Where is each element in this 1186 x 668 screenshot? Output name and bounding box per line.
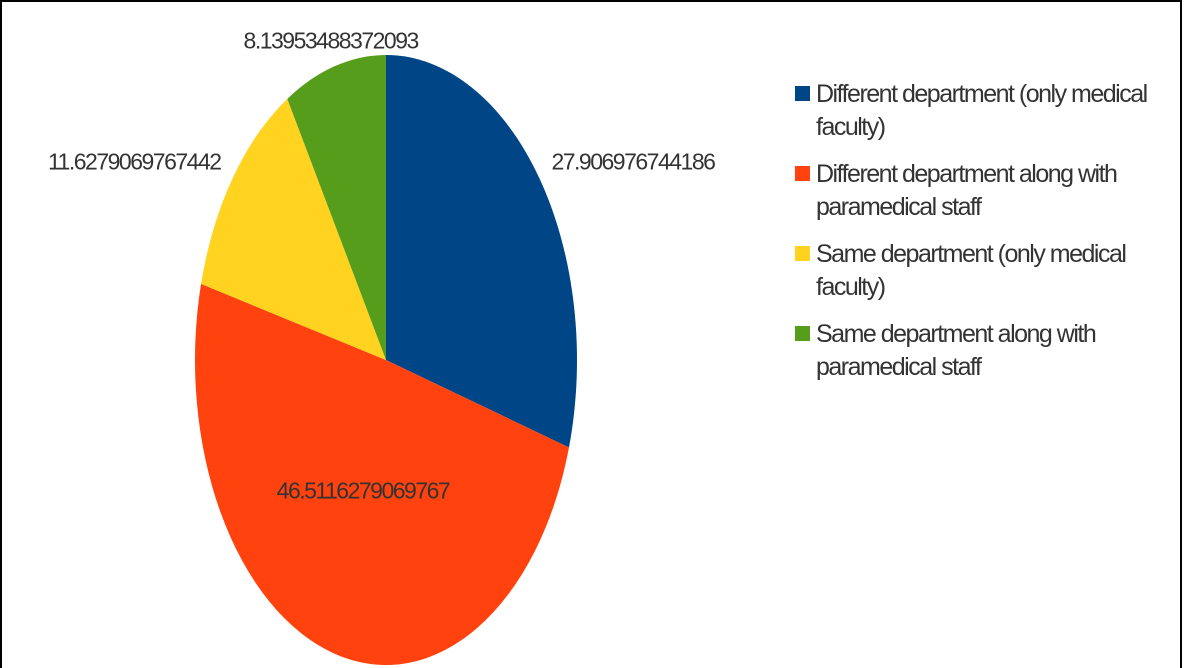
legend-swatch [795,326,810,341]
data-label: 46.5116279069767 [277,477,450,503]
legend-item: Same department along with paramedical s… [795,318,1175,384]
legend-label: Same department (only medical faculty) [816,240,1127,301]
legend-swatch [795,166,810,181]
data-label: 8.13953488372093 [244,28,419,54]
data-label: 11.6279069767442 [48,148,221,174]
legend-item: Same department (only medical faculty) [795,238,1175,304]
legend-label: Same department along with paramedical s… [816,320,1097,381]
legend-label: Different department (only medical facul… [816,80,1148,141]
pie-slice [386,55,577,448]
legend-label: Different department along with paramedi… [816,160,1118,221]
pie-slice [194,283,569,666]
legend-swatch [795,246,810,261]
pie-slice [287,55,386,360]
legend-swatch [795,86,810,101]
data-label: 27.906976744186 [551,148,715,174]
legend-item: Different department along with paramedi… [795,158,1175,224]
legend-item: Different department (only medical facul… [795,78,1175,144]
legend: Different department (only medical facul… [795,78,1175,398]
pie-slice [201,98,386,361]
